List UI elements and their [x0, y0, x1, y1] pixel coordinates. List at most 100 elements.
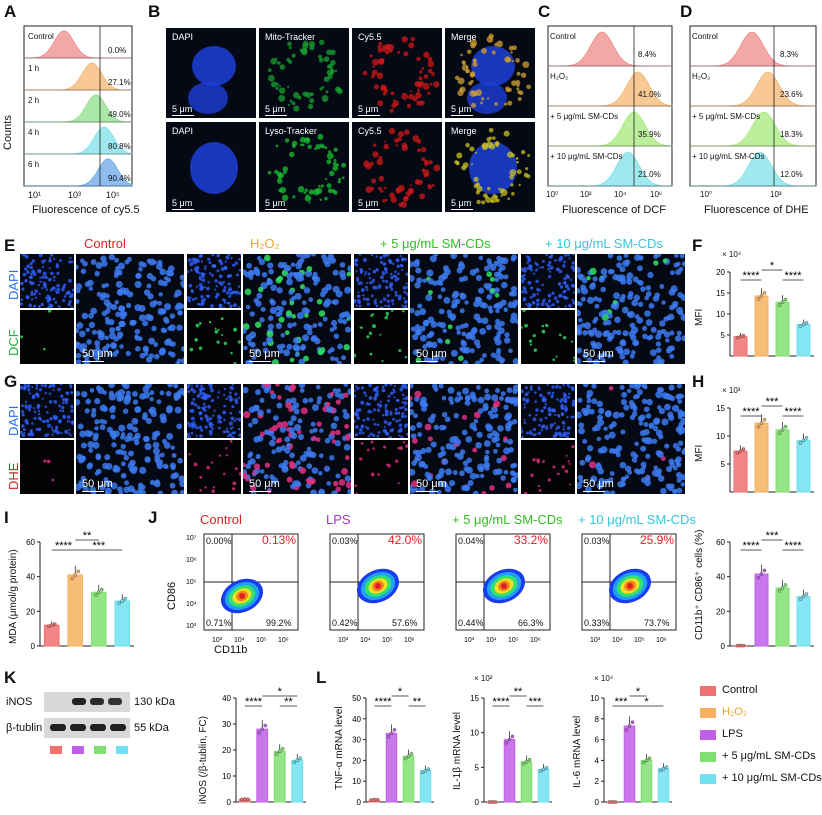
cell-dot: [225, 397, 229, 401]
cell-dot: [193, 257, 198, 262]
signal-dot: [267, 74, 275, 82]
cell-dot: [641, 398, 648, 405]
cell-dot: [400, 435, 404, 438]
cell-dot: [440, 450, 447, 456]
cell-dot: [153, 342, 159, 347]
cell-dot: [56, 271, 60, 275]
cell-dot: [461, 414, 468, 420]
cell-dot: [435, 474, 442, 480]
bar-1: [503, 739, 516, 803]
cell-dot: [222, 288, 227, 293]
cell-dot: [231, 435, 235, 438]
signal-dot: [392, 99, 396, 103]
cell-dot: [577, 347, 583, 354]
cell-dot: [577, 482, 583, 490]
cell-dot: [365, 297, 370, 302]
cell-dot: [439, 424, 445, 431]
cell-dot: [317, 348, 325, 356]
cell-dot: [338, 269, 346, 277]
cell-dot: [129, 319, 136, 326]
cell-dot: [674, 335, 682, 342]
cell-dot: [34, 392, 39, 396]
cell-dot: [370, 254, 374, 257]
signal-dot: [481, 47, 487, 54]
cell-dot: [267, 315, 274, 321]
cell-dot: [629, 322, 636, 329]
cell-dot: [72, 288, 74, 292]
cell-dot: [42, 271, 47, 276]
cell-dot: [64, 400, 69, 404]
cell-dot: [558, 294, 561, 298]
signal-dot: [408, 188, 415, 194]
cell-dot: [392, 274, 396, 278]
cell-dot: [170, 445, 175, 450]
E-large-image-1: [243, 254, 351, 364]
cell-dot: [217, 391, 220, 394]
cell-dot: [259, 431, 265, 437]
cell-dot: [366, 448, 370, 452]
signal-dot: [462, 61, 466, 66]
cell-dot: [150, 275, 157, 282]
cell-dot: [397, 446, 401, 450]
cell-dot: [233, 419, 236, 423]
cell-dot: [165, 406, 173, 414]
cell-dot: [491, 436, 498, 444]
legend-label-3: + 5 μg/mL SM-CDs: [722, 750, 816, 762]
cell-dot: [660, 487, 667, 494]
E-small-image-1-1: [189, 317, 241, 364]
cell-dot: [268, 430, 275, 437]
cell-dot: [450, 254, 458, 260]
cell-dot: [237, 306, 241, 308]
cell-dot: [373, 300, 376, 303]
signal-dot: [307, 103, 314, 110]
bar-2: [273, 750, 286, 803]
cell-dot: [410, 275, 415, 282]
cell-dot: [563, 260, 566, 264]
cell-dot: [571, 298, 574, 302]
cell-dot: [306, 463, 313, 469]
D-row-label-2: + 5 μg/mL SM-CDs: [692, 112, 761, 121]
cell-dot: [648, 422, 655, 428]
point-2: [409, 752, 414, 756]
cell-dot: [67, 432, 71, 435]
cell-dot: [53, 279, 56, 282]
cell-dot: [567, 395, 571, 399]
cell-dot: [26, 422, 29, 425]
cell-dot: [500, 455, 507, 462]
bar-2: [775, 587, 790, 647]
tick-label: 0: [357, 798, 362, 807]
bar-1: [623, 725, 636, 803]
signal-dot: [525, 167, 529, 171]
cell-dot: [356, 278, 360, 282]
D-row-label-0: Control: [692, 32, 718, 41]
cell-dot: [268, 268, 274, 275]
cell-dot: [458, 263, 466, 271]
point-2: [644, 758, 649, 763]
cell-dot: [493, 448, 498, 454]
cell-dot: [70, 305, 73, 308]
signal-dot: [510, 183, 514, 187]
cell-dot: [495, 442, 501, 448]
signal-dot: [431, 72, 435, 76]
signal-dot: [309, 98, 315, 104]
cell-dot: [269, 439, 276, 447]
cell-dot: [396, 277, 400, 281]
cell-dot: [199, 391, 203, 396]
cell-dot: [303, 355, 309, 362]
point-0: [738, 334, 743, 339]
cell-dot: [31, 269, 36, 274]
cell-dot: [311, 435, 317, 441]
point-0: [487, 800, 492, 804]
cell-dot: [465, 436, 473, 443]
point-0: [242, 797, 247, 802]
cell-dot: [31, 386, 34, 389]
cell-dot: [587, 329, 593, 335]
cell-dot: [100, 255, 107, 262]
cell-dot: [204, 414, 208, 418]
cell-dot: [377, 431, 381, 435]
cell-dot: [263, 474, 269, 480]
panel-b-label-row2-2: Cy5.5: [358, 126, 382, 136]
signal-dot: [378, 41, 383, 46]
cell-dot: [202, 392, 206, 396]
cell-dot: [144, 384, 152, 389]
